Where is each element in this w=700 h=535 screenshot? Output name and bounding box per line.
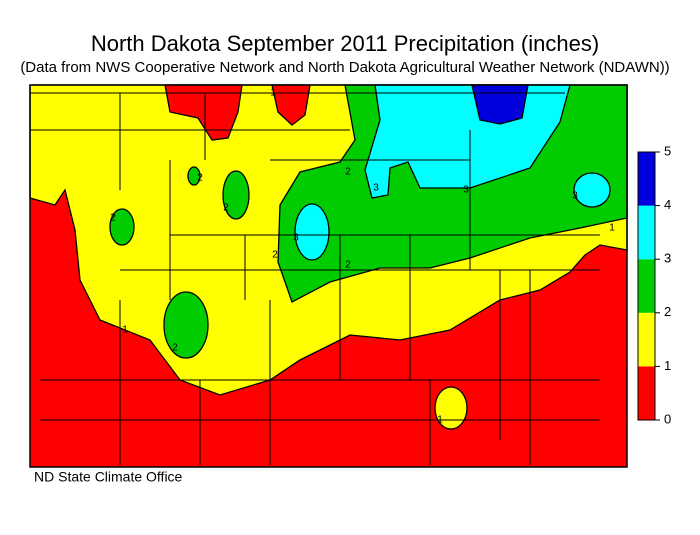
tick-label: 4 — [664, 197, 671, 212]
contour-label: 2 — [110, 213, 116, 224]
tick-label: 5 — [664, 143, 671, 158]
map — [29, 84, 628, 468]
color-swatch — [638, 366, 655, 420]
color-swatch — [638, 312, 655, 367]
credit: ND State Climate Office — [34, 469, 183, 485]
contour-label: 1 — [270, 88, 276, 99]
color-swatch — [638, 152, 655, 206]
tick-label: 0 — [664, 411, 671, 426]
contour-label: 2 — [272, 250, 278, 261]
contour-label: 2 — [223, 203, 229, 214]
contour-label: 2 — [197, 173, 203, 184]
region-2-3 — [222, 170, 250, 220]
contour-label: 2 — [345, 167, 351, 178]
region-1-2 — [434, 386, 468, 430]
tick-label: 2 — [664, 304, 671, 319]
contour-label: 1 — [122, 325, 128, 336]
county-lines — [29, 84, 628, 468]
region-2-3 — [163, 291, 209, 359]
color-bar-frame — [637, 151, 656, 421]
map-subtitle: (Data from NWS Cooperative Network and N… — [20, 59, 669, 76]
region-4-5 — [471, 84, 529, 125]
contour-label: 3 — [463, 185, 469, 196]
contour-labels: 1 1 1 2 2 2 2 2 2 2 3 3 3 3 1 — [110, 88, 615, 426]
tick-label: 3 — [664, 251, 671, 266]
region-2-3 — [109, 208, 135, 246]
region-0-1 — [164, 84, 243, 141]
region-3-4 — [573, 172, 611, 208]
region-3-4 — [294, 203, 330, 261]
color-swatch — [638, 259, 655, 313]
map-title: North Dakota September 2011 Precipitatio… — [91, 31, 599, 56]
contour-label: 3 — [293, 233, 299, 244]
color-bar: 0 1 2 3 4 5 — [637, 143, 671, 426]
color-swatch — [638, 205, 655, 260]
contour-label: 1 — [609, 223, 615, 234]
contour-label: 3 — [373, 183, 379, 194]
region-2-3 — [187, 166, 201, 186]
contour-label: 2 — [172, 343, 178, 354]
contour-label: 1 — [437, 415, 443, 426]
contour-label: 2 — [345, 260, 351, 271]
tick-label: 1 — [664, 358, 671, 373]
contour-label: 3 — [572, 191, 578, 202]
